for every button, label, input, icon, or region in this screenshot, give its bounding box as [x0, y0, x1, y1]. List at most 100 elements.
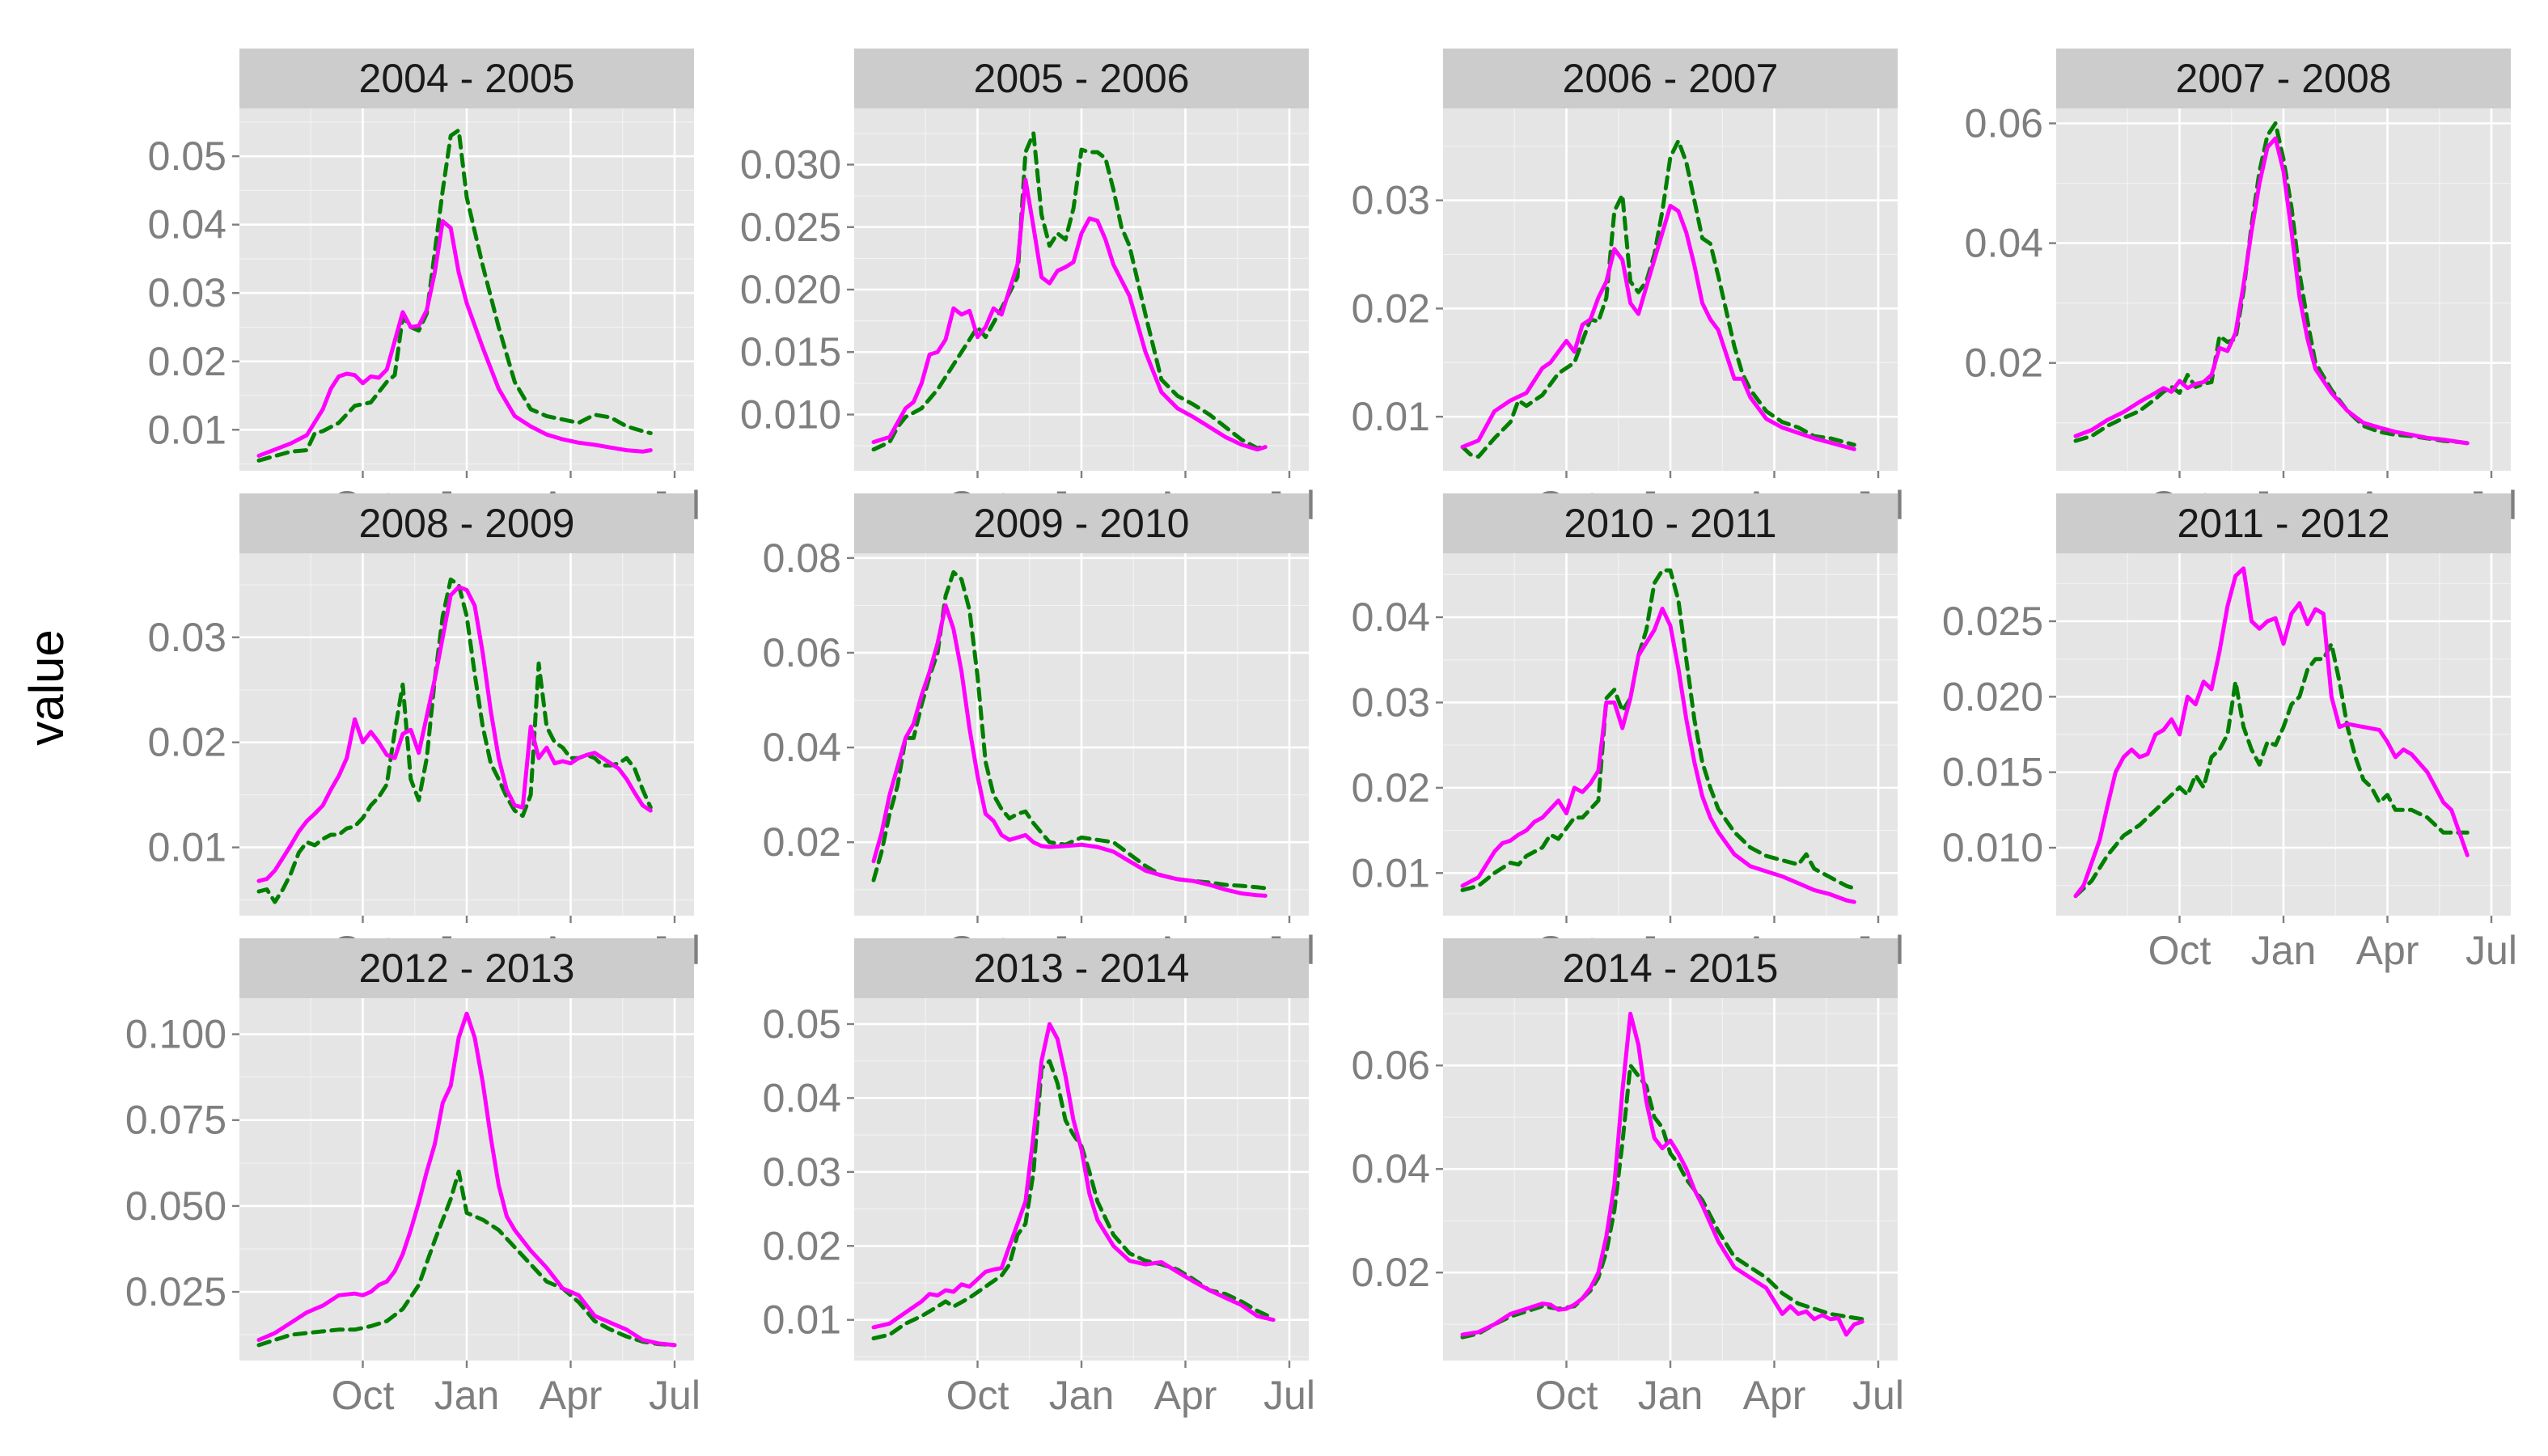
y-tick-label: 0.02 [1965, 341, 2043, 386]
x-tick-label: Jan [2251, 928, 2317, 973]
y-tick-label: 0.02 [148, 339, 226, 384]
x-tick-label: Jan [1049, 1373, 1115, 1418]
facet-strip [854, 49, 1309, 108]
y-tick-label: 0.04 [1352, 595, 1430, 640]
y-tick-label: 0.03 [148, 615, 226, 660]
x-tick-label: Jan [434, 1373, 500, 1418]
facet-title: 2010 - 2011 [1564, 501, 1776, 546]
y-tick-label: 0.01 [763, 1297, 841, 1343]
facet-title: 2004 - 2005 [359, 56, 575, 101]
facet-panel: 2013 - 2014 0.01 0.02 0.03 0.04 0.05 Oct Jan Apr… [763, 938, 1315, 1418]
facet-title: 2006 - 2007 [1563, 56, 1779, 101]
facet-title: 2014 - 2015 [1563, 946, 1779, 991]
facet-panel: 2011 - 2012 0.010 0.015 0.020 0.025 Oct Jan Apr… [1942, 493, 2517, 973]
y-tick-label: 0.01 [1352, 394, 1430, 439]
y-tick-label: 0.050 [125, 1183, 226, 1229]
y-tick-label: 0.100 [125, 1012, 226, 1057]
y-tick-label: 0.01 [148, 407, 226, 452]
y-tick-label: 0.030 [740, 142, 841, 188]
y-axis-title: value [19, 629, 74, 745]
y-tick-label: 0.025 [740, 205, 841, 250]
y-tick-label: 0.02 [763, 1223, 841, 1268]
facet-title: 2007 - 2008 [2176, 56, 2392, 101]
facet-panel: 2004 - 20050.010.020.030.040.05OctJanApr… [148, 49, 700, 528]
y-tick-label: 0.05 [763, 1001, 841, 1047]
y-tick-label: 0.02 [1352, 286, 1430, 331]
facet-strip [239, 493, 694, 553]
panels: 2004 - 2005 0.01 0.02 0.03 0.04 0.05 Oct Jan Apr… [125, 49, 2517, 1418]
facet-strip [2056, 493, 2511, 553]
y-tick-label: 0.06 [1965, 101, 2043, 146]
series-line-green-dashed [2073, 641, 2470, 899]
y-tick-label: 0.02 [148, 720, 226, 765]
x-tick-label: Oct [1535, 1373, 1598, 1418]
facet-strip [1443, 493, 1898, 553]
series-line-green-dashed [256, 1169, 677, 1348]
y-tick-label: 0.08 [763, 535, 841, 581]
facet-title: 2012 - 2013 [359, 946, 575, 991]
y-tick-label: 0.05 [148, 133, 226, 179]
x-tick-label: Apr [1154, 1373, 1217, 1418]
facet-title: 2008 - 2009 [359, 501, 575, 546]
y-tick-label: 0.03 [148, 270, 226, 315]
x-tick-label: Jan [1638, 1373, 1704, 1418]
y-tick-label: 0.025 [125, 1269, 226, 1314]
y-tick-label: 0.04 [1352, 1146, 1430, 1191]
series-line-magenta [871, 177, 1268, 452]
series-line-magenta [1460, 203, 1856, 451]
x-tick-label: Jul [649, 1373, 700, 1418]
facet-strip [1443, 49, 1898, 108]
facet-title: 2005 - 2006 [974, 56, 1190, 101]
y-tick-label: 0.04 [763, 725, 841, 770]
x-tick-label: Jul [1852, 1373, 1904, 1418]
series-line-magenta [1460, 1011, 1864, 1337]
series-line-green-dashed [256, 578, 653, 904]
y-tick-label: 0.010 [740, 392, 841, 437]
y-tick-label: 0.02 [1352, 765, 1430, 811]
x-tick-label: Jul [2465, 928, 2517, 973]
facet-panel: 2012 - 2013 0.025 0.050 0.075 0.100 Oct Jan Apr… [125, 938, 700, 1418]
series-line-green-dashed [1460, 1063, 1864, 1340]
y-tick-label: 0.04 [1965, 221, 2043, 266]
y-tick-label: 0.075 [125, 1098, 226, 1143]
y-tick-label: 0.06 [763, 630, 841, 675]
x-tick-label: Apr [2356, 928, 2419, 973]
y-tick-label: 0.025 [1942, 599, 2043, 644]
facet-strip [854, 938, 1309, 998]
x-tick-label: Jul [1263, 1373, 1315, 1418]
series-line-magenta [871, 603, 1268, 898]
series-line-magenta [1460, 607, 1856, 904]
series-line-magenta [256, 219, 653, 458]
y-tick-label: 0.03 [1352, 679, 1430, 725]
facet-strip [1443, 938, 1898, 998]
series-line-green-dashed [256, 128, 653, 463]
facet-panel: 2005 - 20060.0100.0150.0200.0250.030OctJ… [740, 49, 1315, 528]
facet-strip [239, 49, 694, 108]
y-tick-label: 0.01 [148, 825, 226, 870]
series-line-magenta [871, 1022, 1276, 1330]
y-tick-label: 0.03 [763, 1149, 841, 1195]
y-tick-label: 0.02 [1352, 1250, 1430, 1295]
series-line-magenta [256, 585, 653, 883]
facet-strip [854, 493, 1309, 553]
series-line-green-dashed [871, 1059, 1276, 1341]
facet-strip [2056, 49, 2511, 108]
series-line-green-dashed [1460, 568, 1856, 892]
y-tick-label: 0.06 [1352, 1043, 1430, 1088]
series-line-magenta [2073, 136, 2470, 446]
facet-title: 2009 - 2010 [974, 501, 1190, 546]
series-line-magenta [2073, 566, 2470, 899]
y-tick-label: 0.010 [1942, 825, 2043, 870]
facet-panel: 2014 - 2015 0.02 0.04 0.06 Oct Jan Apr Jul [1352, 938, 1904, 1418]
x-tick-label: Apr [540, 1373, 603, 1418]
y-tick-label: 0.02 [763, 819, 841, 865]
x-tick-label: Oct [2148, 928, 2212, 973]
x-tick-label: Apr [1743, 1373, 1806, 1418]
y-tick-label: 0.015 [740, 329, 841, 375]
y-tick-label: 0.03 [1352, 178, 1430, 223]
